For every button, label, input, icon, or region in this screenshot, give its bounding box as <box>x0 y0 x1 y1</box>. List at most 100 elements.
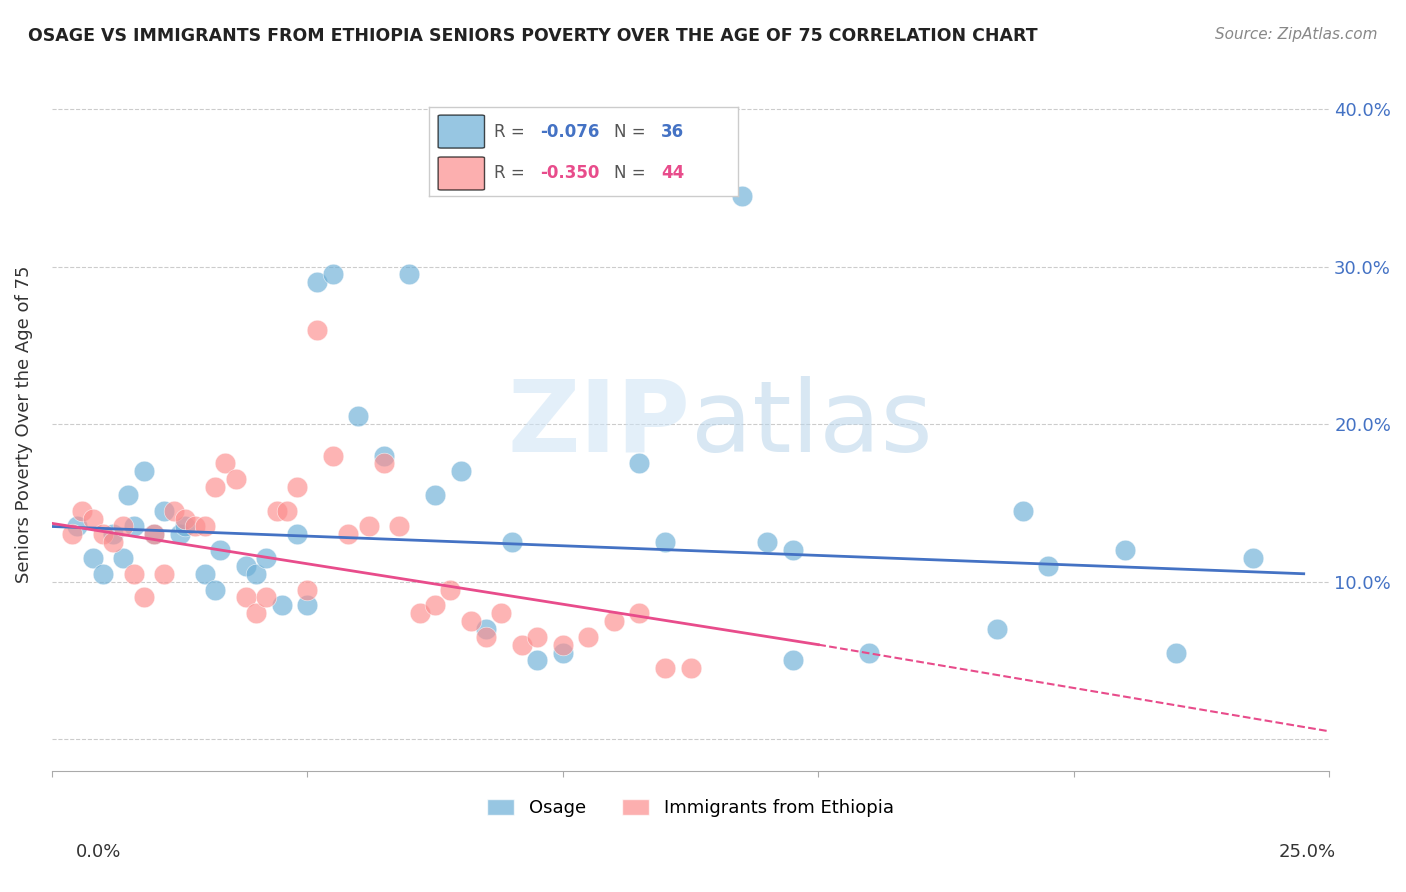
Point <box>307 275 329 289</box>
Text: -0.076: -0.076 <box>540 122 599 141</box>
Point <box>245 606 267 620</box>
Point <box>101 527 124 541</box>
Text: Source: ZipAtlas.com: Source: ZipAtlas.com <box>1215 27 1378 42</box>
Point <box>510 638 533 652</box>
Point <box>450 464 472 478</box>
Point <box>91 527 114 541</box>
Point <box>153 504 176 518</box>
Point <box>1011 504 1033 518</box>
Point <box>112 519 135 533</box>
Point <box>756 535 779 549</box>
Point <box>194 566 217 581</box>
Point <box>322 268 344 282</box>
Point <box>628 457 651 471</box>
Point <box>551 638 574 652</box>
Text: -0.350: -0.350 <box>540 164 599 183</box>
Point <box>122 566 145 581</box>
Point <box>782 653 804 667</box>
Point <box>266 504 288 518</box>
FancyBboxPatch shape <box>439 157 485 190</box>
Point <box>526 653 548 667</box>
Point <box>60 527 83 541</box>
Point <box>204 480 226 494</box>
Point <box>654 535 676 549</box>
Point <box>235 591 257 605</box>
Point <box>142 527 165 541</box>
Point <box>551 646 574 660</box>
Point <box>82 551 104 566</box>
Point <box>173 519 195 533</box>
Point <box>153 566 176 581</box>
Point <box>204 582 226 597</box>
Text: OSAGE VS IMMIGRANTS FROM ETHIOPIA SENIORS POVERTY OVER THE AGE OF 75 CORRELATION: OSAGE VS IMMIGRANTS FROM ETHIOPIA SENIOR… <box>28 27 1038 45</box>
Text: N =: N = <box>614 122 651 141</box>
Point <box>285 480 308 494</box>
Point <box>132 464 155 478</box>
Point <box>297 582 319 597</box>
Point <box>576 630 599 644</box>
Point <box>112 551 135 566</box>
Text: 44: 44 <box>661 164 685 183</box>
Point <box>491 606 513 620</box>
Point <box>132 591 155 605</box>
Point <box>254 551 277 566</box>
Point <box>398 268 420 282</box>
Point <box>357 519 380 533</box>
Point <box>117 488 139 502</box>
Point <box>254 591 277 605</box>
Text: 0.0%: 0.0% <box>76 843 121 861</box>
Point <box>408 606 430 620</box>
Point <box>122 519 145 533</box>
Point <box>388 519 411 533</box>
Point <box>782 543 804 558</box>
Text: ZIP: ZIP <box>508 376 690 473</box>
Point <box>373 449 395 463</box>
Point <box>679 661 702 675</box>
Point <box>337 527 360 541</box>
Point <box>475 622 498 636</box>
Point <box>225 472 247 486</box>
Point <box>1241 551 1264 566</box>
Point <box>245 566 267 581</box>
Text: R =: R = <box>494 164 530 183</box>
Point <box>209 543 232 558</box>
Point <box>173 511 195 525</box>
Point <box>373 457 395 471</box>
Point <box>163 504 186 518</box>
Point <box>460 614 482 628</box>
Point <box>297 599 319 613</box>
Point <box>235 558 257 573</box>
Point <box>628 606 651 620</box>
Point <box>101 535 124 549</box>
Point <box>858 646 880 660</box>
Point <box>439 582 461 597</box>
Point <box>169 527 191 541</box>
Point <box>214 457 236 471</box>
Point <box>307 322 329 336</box>
Point <box>1038 558 1060 573</box>
Point <box>184 519 207 533</box>
Point <box>1164 646 1187 660</box>
Point <box>270 599 292 613</box>
Point <box>285 527 308 541</box>
Text: 36: 36 <box>661 122 683 141</box>
Point <box>82 511 104 525</box>
Text: N =: N = <box>614 164 651 183</box>
Point <box>142 527 165 541</box>
FancyBboxPatch shape <box>439 115 485 148</box>
Point <box>501 535 523 549</box>
Point <box>322 449 344 463</box>
Text: atlas: atlas <box>690 376 932 473</box>
Text: R =: R = <box>494 122 530 141</box>
Point <box>475 630 498 644</box>
Point <box>986 622 1008 636</box>
Point <box>423 488 446 502</box>
Point <box>526 630 548 644</box>
Point <box>72 504 94 518</box>
Point <box>276 504 298 518</box>
Point <box>194 519 217 533</box>
Point <box>66 519 89 533</box>
Y-axis label: Seniors Poverty Over the Age of 75: Seniors Poverty Over the Age of 75 <box>15 265 32 582</box>
Point <box>603 614 626 628</box>
Point <box>1114 543 1136 558</box>
